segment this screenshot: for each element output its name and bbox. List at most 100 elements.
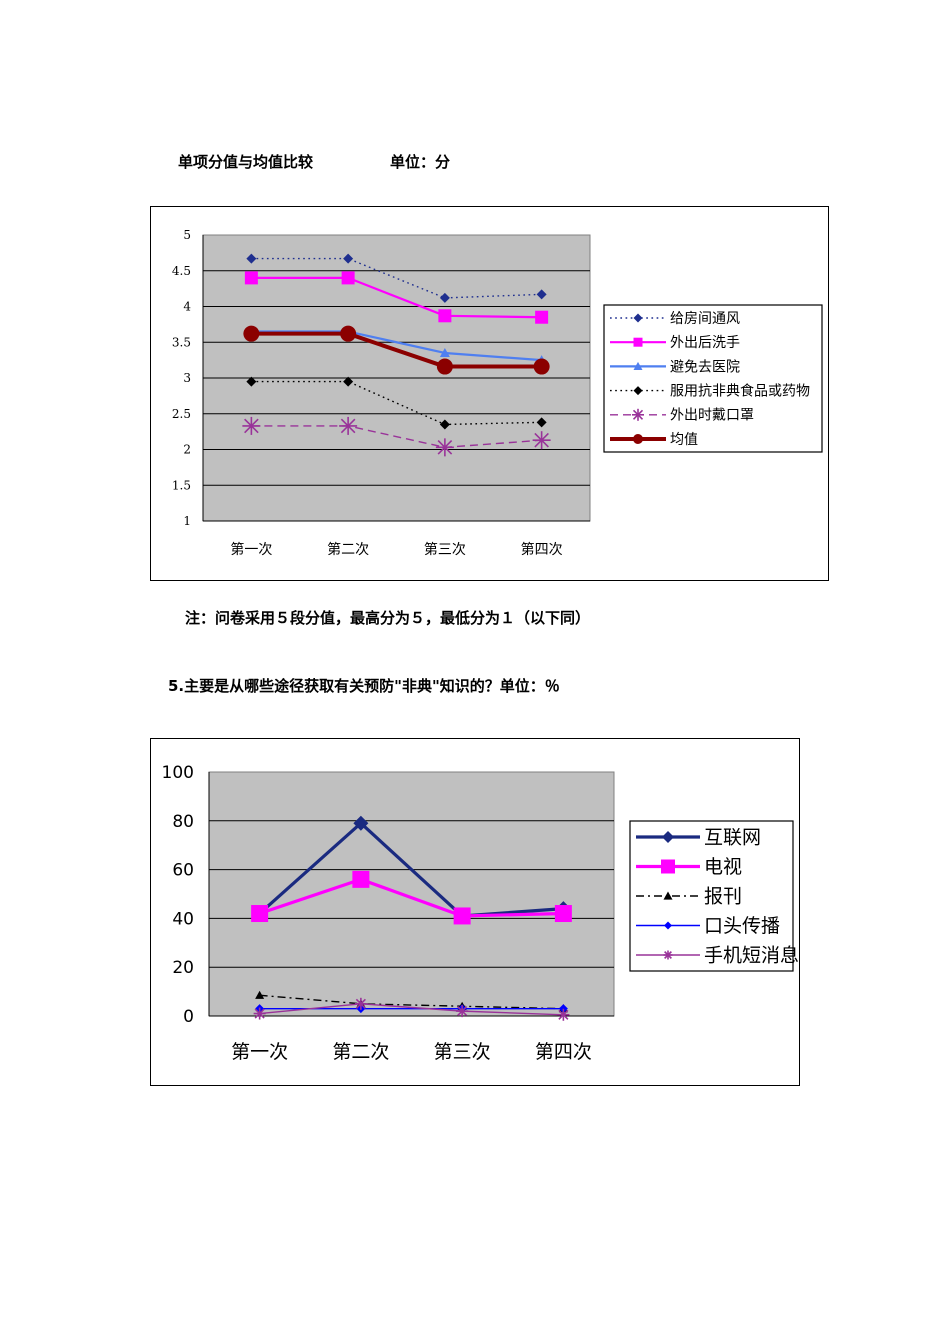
chart1-legend-label: 外出时戴口罩 [670, 408, 754, 424]
chart1-x-tick-label: 第一次 [230, 541, 272, 558]
chart1-series-line [251, 425, 542, 449]
chart1-legend-marker [633, 386, 643, 396]
chart1-legend-marker [633, 337, 643, 347]
chart1-y-tick-label: 3 [183, 371, 191, 385]
chart1-series-4 [246, 376, 547, 430]
chart1-legend-label: 给房间通风 [670, 311, 740, 327]
chart2-series-line [258, 821, 564, 918]
chart1-series-1 [246, 253, 547, 303]
chart2-legend-marker [662, 831, 674, 843]
chart2-x-tick-label: 第四次 [535, 1041, 592, 1063]
chart2-data-point [352, 870, 370, 888]
chart1-x-tick-labels: 第一次 第二次 第三次 第四次 [230, 541, 562, 558]
chart1-data-point [343, 376, 354, 387]
chart2-series-5 [253, 997, 570, 1021]
chart2-container: 0 20 40 60 80 100 第一次 第二次 第三次 第四次 互联网 电视 报刊 口头传播 手机短消息 [150, 738, 800, 1086]
chart1-data-point [340, 325, 357, 342]
chart1-data-point [339, 416, 358, 435]
chart2-plot-area [208, 771, 615, 1017]
chart2-data-point [554, 905, 572, 923]
chart2-series-line [259, 877, 564, 918]
chart2-legend-label: 手机短消息 [704, 945, 799, 967]
chart2-legend-marker [663, 891, 673, 900]
chart1-data-point [439, 347, 450, 357]
chart1-caption: 单项分值与均值比较 [178, 153, 314, 171]
chart1-data-point [532, 431, 551, 450]
chart2-x-tick-label: 第一次 [231, 1041, 288, 1063]
chart1-note: 注：问卷采用５段分值，最高分为５，最低分为１（以下同） [185, 609, 591, 627]
chart1-data-point [243, 325, 260, 342]
chart1-legend-marker [632, 408, 644, 421]
chart1-container: 1 1.5 2 2.5 3 3.5 4 4.5 5 第一次 第二次 第三次 第四次 给房间通风 外出后洗手避… [150, 206, 829, 581]
chart1-legend-label: 避免去医院 [670, 359, 740, 375]
chart1-y-tick-label: 2.5 [172, 407, 191, 421]
chart1-data-point [341, 271, 355, 285]
chart2-data-point [354, 997, 367, 1010]
chart1-series-line [251, 257, 542, 299]
chart2-legend-label: 互联网 [704, 827, 761, 849]
chart1-y-tick-label: 4.5 [172, 264, 191, 278]
chart1-x-tick-label: 第三次 [424, 541, 466, 558]
chart2-legend-marker [664, 921, 672, 930]
chart1-legend-marker [633, 361, 643, 370]
chart1-data-point [439, 292, 450, 303]
chart1-series-2 [244, 271, 549, 324]
chart2-data-point [353, 815, 369, 831]
chart1-series-line [251, 330, 542, 362]
chart2-x-tick-label: 第三次 [434, 1041, 491, 1063]
chart2-data-point [453, 907, 471, 925]
chart2-series-line [259, 994, 564, 1010]
chart1-y-tick-label: 3.5 [172, 335, 191, 349]
chart2-y-tick-label: 0 [183, 1007, 194, 1027]
chart1-data-point [246, 253, 257, 264]
chart2-data-point [558, 1004, 568, 1014]
chart2-y-tick-label: 80 [172, 812, 194, 832]
chart1-series-line [251, 331, 542, 369]
chart2-data-point [253, 1007, 266, 1020]
chart2-x-tick-labels: 第一次 第二次 第三次 第四次 [231, 1041, 592, 1063]
chart1-legend-marker [633, 434, 643, 444]
chart1-x-tick-label: 第二次 [327, 541, 369, 558]
chart2-legend-marker [661, 859, 675, 874]
chart1-legend-box [603, 304, 823, 453]
chart1-data-point [244, 271, 258, 285]
chart2-series-line [259, 1003, 564, 1016]
chart1-data-point [242, 416, 261, 435]
chart2-data-point [456, 1005, 469, 1018]
chart1-data-point [439, 419, 450, 430]
chart1-y-tick-label: 2 [183, 443, 191, 457]
chart1-y-tick-label: 4 [183, 300, 191, 314]
chart1-y-tick-label: 1.5 [172, 478, 191, 492]
chart1-legend-label: 均值 [670, 432, 698, 448]
chart1-data-point [533, 358, 550, 375]
chart1-data-point [435, 438, 454, 457]
chart2-legend-marker [663, 950, 673, 960]
chart1-data-point [436, 358, 453, 375]
chart1-legend-label: 服用抗非典食品或药物 [670, 383, 810, 400]
question-5-heading: 5.主要是从哪些途径获取有关预防"非典"知识的？单位：％ [168, 677, 560, 695]
chart2-y-tick-label: 20 [172, 958, 194, 978]
chart1-data-point [438, 309, 452, 323]
chart2-series-2 [251, 870, 572, 925]
chart2-y-tick-labels: 0 20 40 60 80 100 [162, 763, 194, 1027]
chart1-svg: 1 1.5 2 2.5 3 3.5 4 4.5 5 第一次 第二次 第三次 第四次 给房间通风外出后洗手避… [172, 228, 823, 558]
chart1-y-tick-labels: 1 1.5 2 2.5 3 3.5 4 4.5 5 [172, 228, 191, 528]
chart2-x-tick-label: 第二次 [332, 1041, 389, 1063]
chart1-data-point [536, 289, 547, 300]
chart2-y-tick-label: 60 [172, 861, 194, 881]
chart1-data-point [246, 376, 257, 387]
chart2-legend-label: 电视 [704, 856, 742, 878]
chart1-series-line [251, 276, 542, 319]
chart1-x-tick-label: 第四次 [521, 541, 563, 558]
chart1-y-tick-label: 1 [183, 514, 191, 528]
chart1-series-5 [242, 416, 551, 457]
chart1-data-point [535, 310, 549, 324]
chart1-unit: 单位：分 [390, 153, 451, 171]
chart1-legend-label: 外出后洗手 [670, 335, 740, 351]
chart2-y-tick-label: 40 [172, 909, 194, 929]
chart2-legend-label: 报刊 [704, 886, 742, 908]
chart1-legend-marker [633, 313, 643, 323]
